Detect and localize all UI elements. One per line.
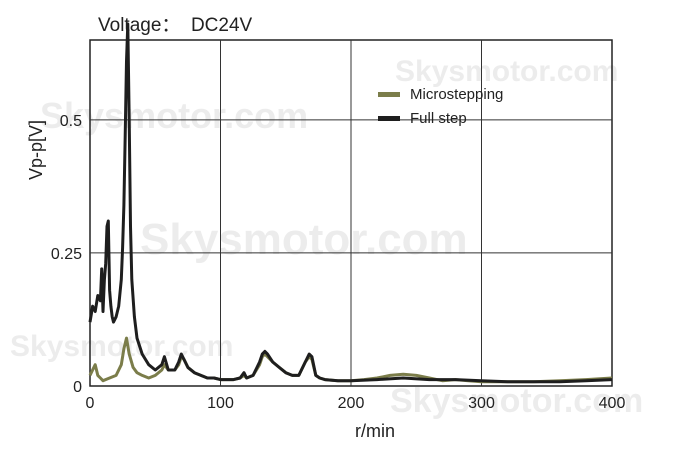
- legend-label-microstepping: Microstepping: [410, 85, 504, 103]
- series-line-full-step: [88, 22, 613, 384]
- legend-label-full-step: Full step: [410, 109, 467, 127]
- x-tick-label: 0: [86, 395, 95, 412]
- x-tick-label: 200: [338, 395, 365, 412]
- y-tick-label: 0.5: [60, 113, 82, 130]
- x-axis-ticks: 0 100 200 300 400: [86, 395, 626, 412]
- legend-swatch-full-step: [378, 115, 400, 121]
- series-layer: [88, 22, 613, 384]
- chart-title: Voltage： DC24V: [98, 15, 253, 36]
- x-axis-label: r/min: [355, 421, 395, 441]
- y-axis-label: Vp-p[V]: [26, 120, 46, 180]
- x-tick-label: 100: [207, 395, 234, 412]
- y-axis-ticks: 0 0.25 0.5: [51, 113, 82, 396]
- legend-item-full-step: Full step: [378, 106, 503, 130]
- y-tick-label: 0.25: [51, 246, 82, 263]
- legend-swatch-microstepping: [378, 91, 400, 97]
- legend-item-microstepping: Microstepping: [378, 82, 503, 106]
- x-tick-label: 400: [599, 395, 626, 412]
- y-tick-label: 0: [73, 379, 82, 396]
- legend: Microstepping Full step: [378, 82, 503, 130]
- x-tick-label: 300: [468, 395, 495, 412]
- grid: [90, 40, 612, 386]
